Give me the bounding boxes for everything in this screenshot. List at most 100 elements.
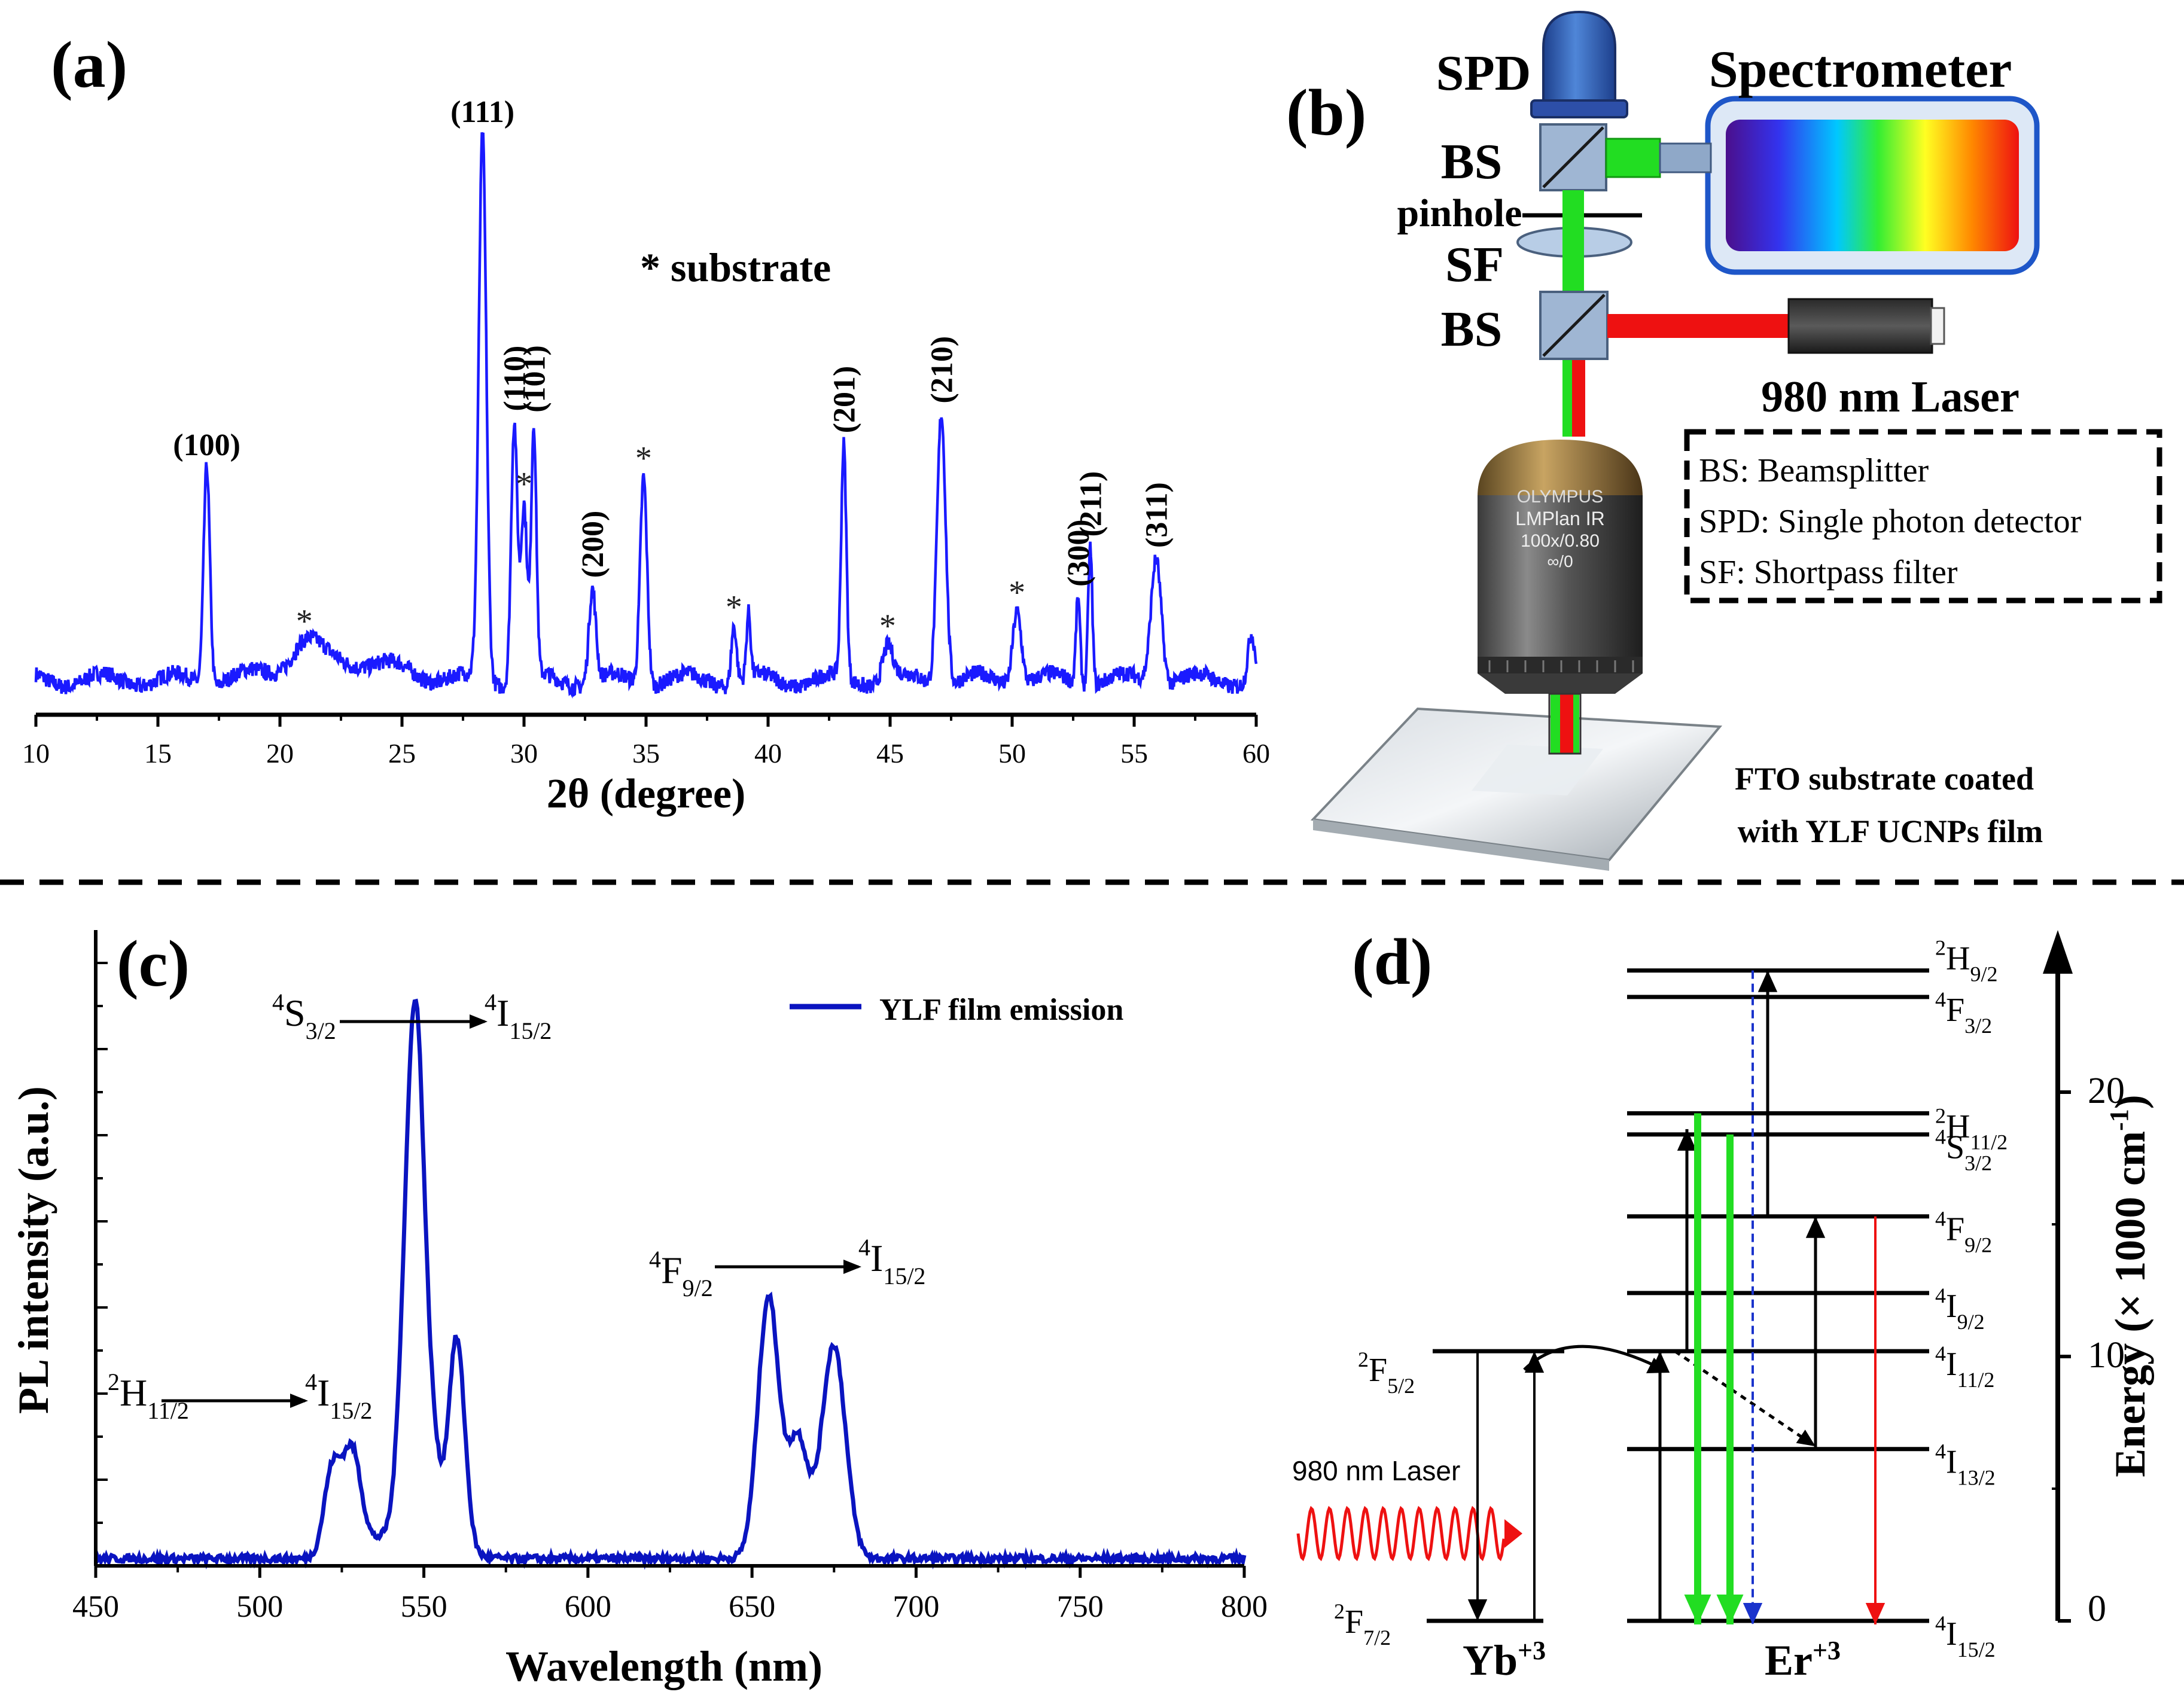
blue-emission-arrow-head bbox=[1743, 1603, 1763, 1624]
sf-label: SF bbox=[1445, 237, 1504, 292]
xrd-peak-labels: (100) * (111) (110) * (101) (200) * * (201) * (210)… bbox=[173, 95, 1174, 645]
er-level-label: 2H11/2 bbox=[1935, 1104, 2008, 1154]
energy-tick-label: 10 bbox=[2088, 1335, 2125, 1376]
pl-tick-label: 600 bbox=[565, 1590, 611, 1624]
legend-sf: SF: Shortpass filter bbox=[1699, 554, 1958, 591]
yb-relaxation-arrow-head bbox=[1467, 1599, 1488, 1621]
svg-text:4I15/2: 4I15/2 bbox=[305, 1368, 372, 1424]
pl-tick-label: 750 bbox=[1057, 1590, 1104, 1624]
xrd-panel: (a) 10 15 20 25 30 35 40 45 50 55 60 2θ (degree) *… bbox=[22, 28, 1270, 817]
objective-brand: OLYMPUS bbox=[1517, 487, 1603, 507]
pl-tick-label: 700 bbox=[893, 1590, 939, 1624]
transition-label-h11: 2H11/2 4I15/2 bbox=[108, 1368, 372, 1424]
energy-axis-title: Energy (× 1000 cm-1) bbox=[2104, 1095, 2154, 1477]
panel-a-label: (a) bbox=[51, 28, 127, 101]
xrd-peak-label: (311) bbox=[1140, 482, 1174, 548]
objective-magnification: 100x/0.80 bbox=[1521, 531, 1600, 551]
pl-panel: (c) 450 500 550 600 650 700 750 800 Wavelength … bbox=[10, 927, 1268, 1690]
xrd-peak-label: (300) bbox=[1062, 519, 1096, 587]
spectrometer-label: Spectrometer bbox=[1709, 41, 2012, 99]
pl-y-ticks bbox=[96, 962, 108, 1524]
er-label: Er+3 bbox=[1765, 1636, 1841, 1684]
nonradiative-arrow-head bbox=[1796, 1429, 1816, 1447]
xrd-tick-label: 55 bbox=[1120, 738, 1148, 769]
substrate-legend: * substrate bbox=[640, 245, 831, 290]
xrd-tick-label: 45 bbox=[876, 738, 904, 769]
er-level-label: 2H9/2 bbox=[1935, 936, 1997, 986]
er-level-label: 4I15/2 bbox=[1935, 1611, 1996, 1662]
xrd-substrate-marker: * bbox=[1009, 574, 1025, 611]
spd-base-icon bbox=[1530, 99, 1628, 118]
xrd-tick-label: 50 bbox=[998, 738, 1026, 769]
xrd-substrate-marker: * bbox=[635, 440, 652, 477]
panel-d-label: (d) bbox=[1352, 925, 1432, 998]
laser-wave-icon bbox=[1296, 1505, 1506, 1562]
pl-series-line bbox=[93, 998, 1247, 1570]
xrd-tick-label: 10 bbox=[22, 738, 50, 769]
svg-text:4F9/2: 4F9/2 bbox=[649, 1246, 713, 1301]
pl-tick-label: 550 bbox=[401, 1590, 447, 1624]
laser-label: 980 nm Laser bbox=[1761, 373, 2019, 422]
spectrum-icon bbox=[1726, 120, 2019, 251]
energy-axis-arrow-icon bbox=[2043, 930, 2073, 974]
transition-label-s32: 4S3/2 4I15/2 bbox=[272, 989, 552, 1044]
yb-level-label-f72: 2F7/2 bbox=[1334, 1599, 1391, 1650]
er-level-label: 4I13/2 bbox=[1935, 1440, 1996, 1490]
pl-y-axis-title: PL intensity (a.u.) bbox=[10, 1086, 57, 1414]
red-emission-arrow-head bbox=[1865, 1603, 1886, 1624]
yb-level-label-f52: 2F5/2 bbox=[1358, 1348, 1415, 1398]
legend-spd: SPD: Single photon detector bbox=[1699, 503, 2082, 540]
er-esa-red-arrow-head bbox=[1805, 1216, 1826, 1238]
yb-label: Yb+3 bbox=[1463, 1636, 1546, 1684]
svg-text:2H11/2: 2H11/2 bbox=[108, 1368, 189, 1424]
er-level-label: 4F9/2 bbox=[1935, 1207, 1992, 1257]
pl-x-axis-title: Wavelength (nm) bbox=[505, 1642, 823, 1690]
er-level-label: 4I9/2 bbox=[1935, 1284, 1985, 1334]
pl-chart bbox=[93, 998, 1247, 1570]
pl-legend-label: YLF film emission bbox=[879, 993, 1123, 1027]
energy-laser-label: 980 nm Laser bbox=[1292, 1455, 1460, 1486]
xrd-tick-label: 20 bbox=[266, 738, 294, 769]
xrd-tick-label: 30 bbox=[510, 738, 538, 769]
xrd-substrate-marker: * bbox=[296, 603, 313, 640]
energy-panel: (d) 0 10 20 Energy (× 1000 cm-1) 2F5/2 2F7/… bbox=[1292, 925, 2154, 1684]
pl-tick-label: 500 bbox=[236, 1590, 283, 1624]
panel-b-label: (b) bbox=[1286, 76, 1366, 149]
xrd-x-ticks: 10 15 20 25 30 35 40 45 50 55 60 bbox=[22, 715, 1270, 769]
xrd-peak-label: (211) bbox=[1074, 471, 1108, 537]
xrd-peak-label: (100) bbox=[173, 428, 240, 462]
panel-c-label: (c) bbox=[117, 927, 190, 1000]
xrd-substrate-marker: * bbox=[726, 589, 742, 626]
xrd-tick-label: 40 bbox=[754, 738, 782, 769]
er-level-label: 4I11/2 bbox=[1935, 1342, 1994, 1392]
xrd-peak-label: (201) bbox=[828, 366, 862, 434]
energy-ticks: 0 10 20 bbox=[2052, 1071, 2125, 1629]
xrd-series-line bbox=[34, 132, 1258, 699]
pl-tick-label: 450 bbox=[72, 1590, 119, 1624]
er-esa-upper-arrow-head bbox=[1757, 970, 1778, 992]
xrd-chart bbox=[34, 132, 1258, 699]
green-emission-arrow-head bbox=[1684, 1595, 1711, 1624]
substrate-label-line1: FTO substrate coated bbox=[1735, 761, 2034, 797]
xrd-peak-label: (111) bbox=[450, 95, 514, 129]
xrd-substrate-marker: * bbox=[879, 608, 896, 645]
xrd-tick-label: 15 bbox=[144, 738, 172, 769]
objective-model: LMPlan IR bbox=[1515, 508, 1604, 529]
pl-tick-label: 800 bbox=[1221, 1590, 1268, 1624]
substrate-label-line2: with YLF UCNPs film bbox=[1738, 813, 2043, 849]
objective-spec: ∞/0 bbox=[1547, 552, 1573, 571]
xrd-peak-label: (210) bbox=[925, 336, 960, 404]
er-level-label: 4S3/2 bbox=[1935, 1125, 1992, 1175]
spd-label: SPD bbox=[1436, 45, 1531, 101]
xrd-substrate-marker: * bbox=[516, 465, 532, 502]
xrd-x-axis-title: 2θ (degree) bbox=[547, 771, 746, 817]
energy-transfer-curve bbox=[1523, 1345, 1658, 1371]
setup-legend-box bbox=[1684, 429, 2162, 603]
green-emission-arrow-head bbox=[1716, 1595, 1744, 1624]
energy-tick-label: 20 bbox=[2088, 1071, 2125, 1111]
xrd-tick-label: 60 bbox=[1242, 738, 1270, 769]
transition-arrows bbox=[1467, 970, 1886, 1624]
transition-label-f92: 4F9/2 4I15/2 bbox=[649, 1234, 925, 1301]
